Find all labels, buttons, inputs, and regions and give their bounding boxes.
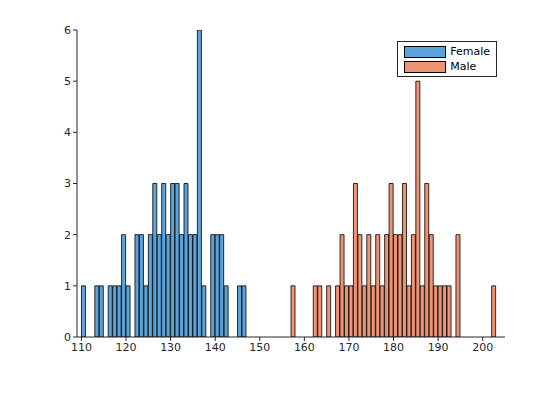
svg-text:170: 170 <box>338 341 359 354</box>
svg-text:200: 200 <box>472 341 493 354</box>
html-text:Female: Female <box>450 45 490 58</box>
svg-text:6: 6 <box>64 24 71 37</box>
svg-text:1: 1 <box>64 280 71 293</box>
svg-text:5: 5 <box>64 75 71 88</box>
svg-text:140: 140 <box>205 341 226 354</box>
svg-text:110: 110 <box>71 341 92 354</box>
svg-text:160: 160 <box>294 341 315 354</box>
svg-text:2: 2 <box>64 229 71 242</box>
svg-text:130: 130 <box>160 341 181 354</box>
svg-text:150: 150 <box>249 341 270 354</box>
svg-text:120: 120 <box>116 341 137 354</box>
svg-text:180: 180 <box>383 341 404 354</box>
svg-text:190: 190 <box>428 341 449 354</box>
svg-text:4: 4 <box>64 126 71 139</box>
svg-text:0: 0 <box>64 331 71 344</box>
html-text:Male: Male <box>450 60 477 73</box>
svg-text:3: 3 <box>64 177 71 190</box>
